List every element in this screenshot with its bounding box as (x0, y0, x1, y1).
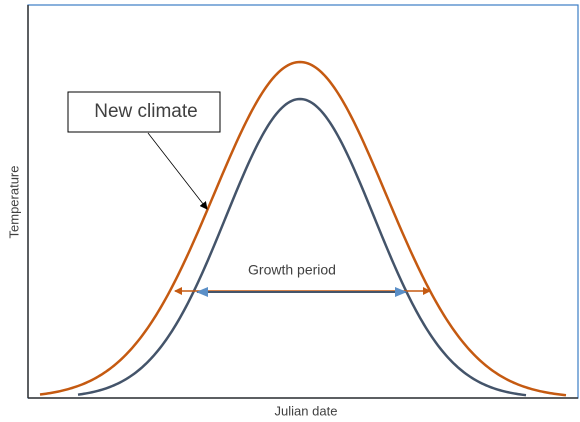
annotation: New climate (94, 101, 197, 122)
period-label: Growth period (248, 262, 336, 278)
x-axis-label: Julian date (275, 403, 338, 418)
annotation-box (67, 91, 221, 133)
leader-line (147, 132, 208, 210)
y-axis-label: Temperature (6, 166, 21, 239)
plot-frame (27, 4, 579, 399)
new-climate-curve (39, 60, 567, 397)
current-climate-curve (77, 97, 527, 397)
